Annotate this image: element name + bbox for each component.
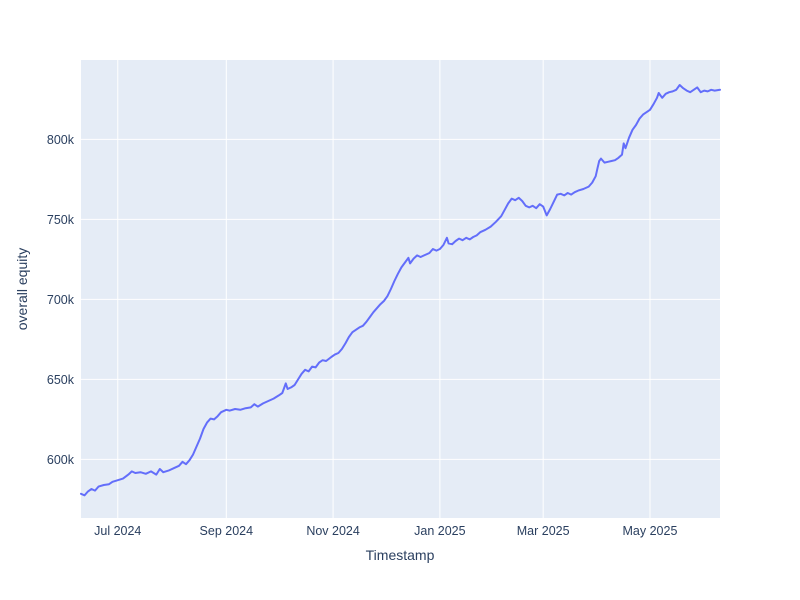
- equity-line-series[interactable]: [80, 84, 721, 497]
- y-tick-label: 700k: [47, 293, 75, 307]
- gridlines: [81, 60, 720, 518]
- x-axis-tick-labels: Jul 2024 Sep 2024 Nov 2024 Jan 2025 Mar 2025…: [94, 524, 677, 538]
- y-tick-label: 800k: [47, 133, 75, 147]
- x-tick-label: Nov 2024: [306, 524, 360, 538]
- x-tick-label: May 2025: [623, 524, 678, 538]
- plot-area[interactable]: [81, 60, 720, 518]
- x-tick-label: Jul 2024: [94, 524, 141, 538]
- y-tick-label: 650k: [47, 373, 75, 387]
- x-tick-label: Mar 2025: [517, 524, 570, 538]
- y-axis-tick-labels: 600k 650k 700k 750k 800k: [47, 133, 75, 467]
- x-tick-label: Jan 2025: [414, 524, 465, 538]
- y-axis-title: overall equity: [14, 248, 30, 331]
- y-tick-label: 600k: [47, 453, 75, 467]
- x-axis-title: Timestamp: [366, 547, 435, 563]
- y-tick-label: 750k: [47, 213, 75, 227]
- x-tick-label: Sep 2024: [200, 524, 254, 538]
